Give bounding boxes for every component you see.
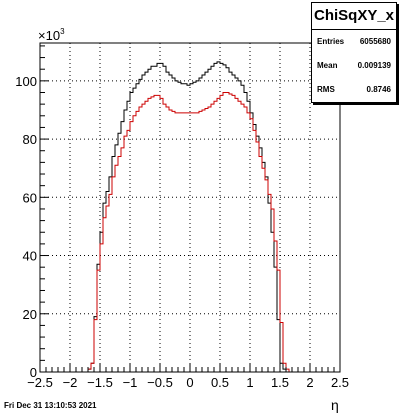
x-tick-label: −0.5 bbox=[147, 375, 173, 390]
y-tick-label: 80 bbox=[23, 132, 37, 147]
x-tick-label: −1 bbox=[123, 375, 138, 390]
y-tick-label: 100 bbox=[15, 74, 37, 89]
y-tick-label: 20 bbox=[23, 307, 37, 322]
histogram-series-1 bbox=[85, 91, 292, 373]
stats-box: ChiSqXY_x Entries 6055680 Mean 0.009139 RM… bbox=[311, 2, 397, 103]
x-tick-label: 2 bbox=[306, 375, 313, 390]
x-tick-label: 0 bbox=[186, 375, 193, 390]
stats-row-entries: Entries 6055680 bbox=[317, 37, 391, 46]
x-tick-label: 0.5 bbox=[211, 375, 229, 390]
x-tick-label: −2.5 bbox=[27, 375, 53, 390]
x-tick-label: 1.5 bbox=[271, 375, 289, 390]
histogram-series-0 bbox=[85, 61, 289, 373]
date-stamp: Fri Dec 31 13:10:53 2021 bbox=[4, 401, 97, 410]
y-tick-label: 40 bbox=[23, 249, 37, 264]
y-axis-multiplier: ×103 bbox=[38, 27, 65, 43]
stats-title: ChiSqXY_x bbox=[312, 3, 396, 30]
histogram-series bbox=[85, 61, 292, 373]
stats-row-mean: Mean 0.009139 bbox=[317, 61, 391, 70]
x-tick-label: −1.5 bbox=[87, 375, 113, 390]
x-axis-title: η bbox=[331, 397, 339, 413]
y-tick-label: 60 bbox=[23, 190, 37, 205]
grid-lines bbox=[40, 43, 340, 372]
x-tick-label: −2 bbox=[63, 375, 78, 390]
x-tick-label: 1 bbox=[246, 375, 253, 390]
y-tick-label: 0 bbox=[30, 365, 37, 380]
stats-row-rms: RMS 0.8746 bbox=[317, 85, 391, 94]
x-tick-label: 2.5 bbox=[331, 375, 349, 390]
axes: −2.5 −2 −1.5 −1 −0.5 0 0.5 1 1.5 2 2.5 0 20 40 60 80 100 bbox=[15, 42, 349, 390]
